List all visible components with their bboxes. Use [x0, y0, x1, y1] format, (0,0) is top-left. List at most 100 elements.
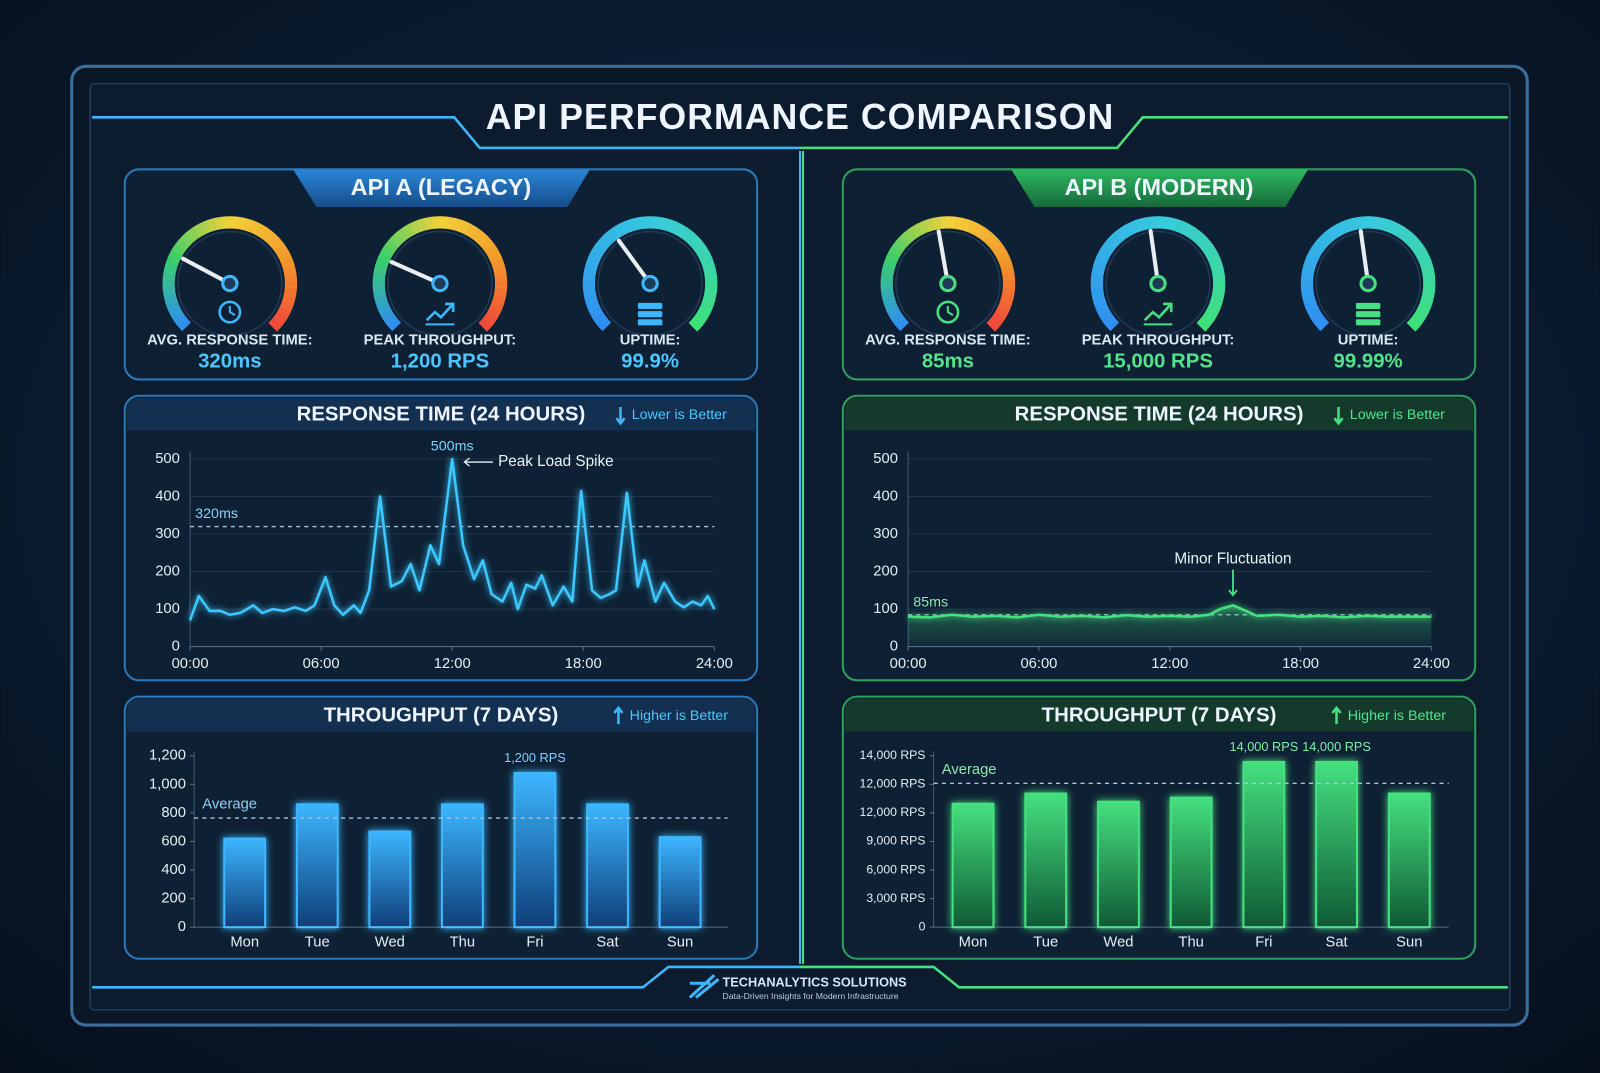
- gauge-arc: [1095, 250, 1111, 263]
- gauge-arc: [966, 220, 980, 235]
- gauge-arc: [475, 232, 490, 247]
- gauge-arc: [997, 300, 1012, 313]
- x-tick-label: Sun: [1396, 934, 1422, 950]
- gauge-inner: [177, 230, 283, 337]
- gauge-arc: [1114, 227, 1128, 242]
- metric-label: UPTIME:: [1338, 333, 1399, 349]
- better-arrow: [613, 705, 624, 725]
- gauge-arc: [947, 216, 957, 229]
- gauge-arc: [674, 223, 689, 239]
- gauge-arc: [446, 216, 457, 231]
- gauge-arc: [880, 287, 894, 297]
- gauge-arc: [626, 217, 638, 232]
- chart-header: [126, 698, 756, 732]
- gauge-arc: [458, 220, 472, 235]
- metric-label: AVG. RESPONSE TIME:: [865, 333, 1030, 349]
- gauge-arc: [265, 232, 280, 247]
- gauge-arc: [381, 243, 396, 257]
- x-tick-label: 24:00: [696, 656, 733, 672]
- y-tick-label: 200: [873, 563, 898, 579]
- footer-line: [800, 965, 1508, 989]
- gauge-arc: [482, 312, 498, 326]
- bar-annotation: 1,200 RPS: [504, 750, 566, 765]
- gauge-arc: [165, 299, 180, 312]
- gauge-arc: [480, 237, 495, 252]
- y-tick-label: 400: [873, 488, 898, 504]
- gauge-arc: [162, 287, 176, 297]
- bar: [1097, 800, 1140, 929]
- gauge-arc: [1408, 237, 1423, 252]
- gauge-arc: [649, 216, 659, 229]
- chart-panel: [841, 394, 1477, 682]
- gauge-inner: [1315, 230, 1421, 337]
- gauge-arc: [489, 300, 504, 313]
- x-tick-label: Mon: [230, 934, 259, 950]
- metric-label: PEAK THROUGHPUT:: [1082, 333, 1235, 349]
- gauge-needle: [616, 238, 653, 286]
- better-arrow: [615, 406, 626, 426]
- gauge-arc: [163, 264, 178, 276]
- gauge-arc: [1403, 232, 1419, 247]
- gauge-arc: [894, 317, 910, 332]
- server-icon: [637, 302, 663, 310]
- gauge-arc: [1337, 220, 1350, 235]
- gauge-arc: [582, 272, 596, 282]
- gauge-arc: [284, 273, 298, 283]
- bar: [1315, 760, 1358, 929]
- gauge-arc: [1000, 294, 1014, 306]
- y-tick-label: 0: [172, 639, 180, 655]
- annotation: Minor Fluctuation: [1174, 551, 1291, 568]
- y-tick-label: 200: [155, 563, 180, 579]
- bar: [368, 830, 412, 929]
- gauge-arc: [280, 257, 295, 270]
- gauge-hub: [641, 274, 659, 293]
- gauge-needle: [1358, 228, 1371, 286]
- metric-value: 15,000 RPS: [1103, 350, 1213, 372]
- gauge-arc: [1211, 287, 1226, 298]
- server-icon: [1355, 302, 1381, 310]
- gauge-needle: [1148, 228, 1161, 286]
- bar-annotation: 14,000 RPS: [1230, 739, 1299, 754]
- gauge-arc: [377, 250, 393, 263]
- chart-icon: [425, 302, 455, 322]
- gauge-arc: [242, 218, 254, 233]
- gauge-arc: [167, 250, 183, 263]
- clock-icon: [228, 305, 236, 317]
- metric-value: 1,200 RPS: [391, 350, 490, 372]
- chart-panel: [123, 394, 759, 682]
- gauge-arc: [990, 312, 1006, 326]
- bar: [951, 802, 995, 929]
- y-tick-label: 500: [873, 451, 898, 467]
- gauge-arc: [272, 312, 288, 326]
- gauge-arc: [1300, 272, 1314, 282]
- gauge-arc: [583, 293, 598, 305]
- gauge-arc: [696, 306, 712, 320]
- chart-icon: [1143, 302, 1173, 322]
- metric-value: 99.99%: [1334, 350, 1403, 372]
- chart-panel: [841, 695, 1477, 960]
- y-tick-label: 300: [873, 526, 898, 542]
- gauge-arc: [424, 216, 435, 231]
- gauge-arc: [486, 306, 502, 320]
- gauge-needle: [936, 229, 950, 286]
- y-tick-label: 14,000 RPS: [860, 748, 926, 762]
- gauge: [1090, 216, 1226, 337]
- x-tick-label: Mon: [959, 934, 988, 950]
- gauge: [582, 216, 718, 337]
- gauge-arc: [998, 257, 1013, 270]
- chart-title: THROUGHPUT (7 DAYS): [1042, 704, 1277, 726]
- gauge-arc: [176, 317, 191, 332]
- gauge-arc: [1164, 216, 1175, 231]
- metric-value: 99.9%: [621, 350, 679, 372]
- gauge-arc: [634, 216, 645, 231]
- gauge-arc: [1313, 237, 1329, 252]
- metric-label: AVG. RESPONSE TIME:: [147, 333, 312, 349]
- gauge-inner: [597, 230, 703, 337]
- gauge-arc: [439, 216, 449, 229]
- gauge-arc: [1198, 237, 1213, 252]
- y-tick-label: 1,200: [149, 748, 186, 764]
- bar: [223, 837, 267, 929]
- gauge-arc: [276, 306, 291, 320]
- gauge-arc: [904, 227, 918, 242]
- gauge: [1300, 216, 1436, 337]
